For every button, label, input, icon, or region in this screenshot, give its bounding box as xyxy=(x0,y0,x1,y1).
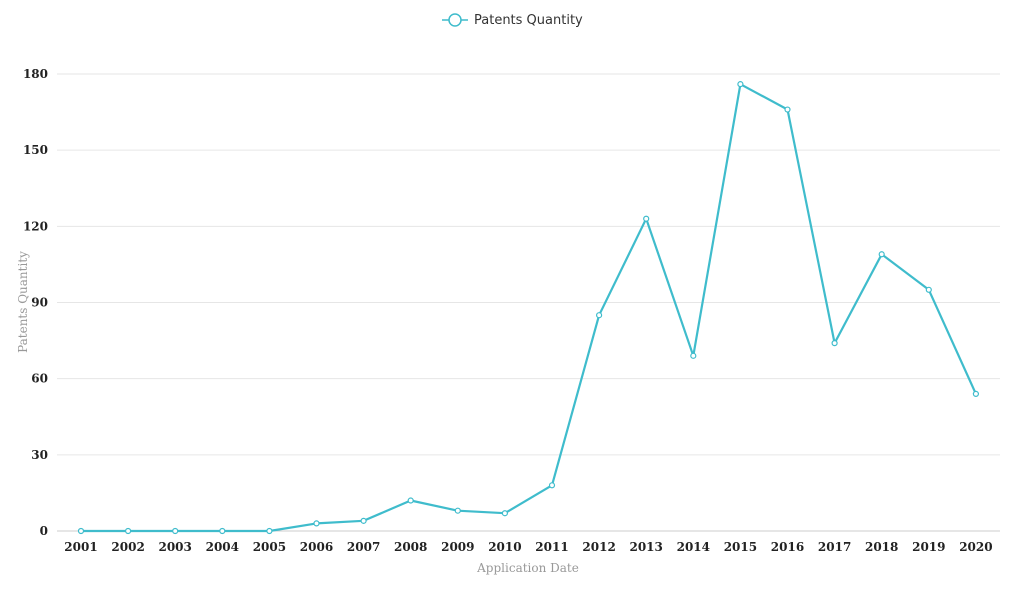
x-tick-label-2004: 2004 xyxy=(206,540,239,554)
data-point-2011[interactable] xyxy=(548,482,556,489)
series-patents-quantity xyxy=(77,81,980,535)
data-point-2001[interactable] xyxy=(77,527,85,535)
x-tick-label-2013: 2013 xyxy=(629,540,662,554)
x-axis-ticks: 2001 2002 2003 2004 2005 2006 2007 2008 2009 2010… xyxy=(64,540,992,554)
x-axis-title: Application Date xyxy=(476,561,579,575)
x-tick-label-2012: 2012 xyxy=(582,540,615,554)
grid xyxy=(57,73,1000,456)
x-tick-label-2020: 2020 xyxy=(959,540,992,554)
y-tick-label-90: 90 xyxy=(31,296,48,310)
data-point-2016[interactable] xyxy=(784,106,791,113)
data-point-2009[interactable] xyxy=(454,507,461,514)
data-point-2019[interactable] xyxy=(925,286,932,293)
x-tick-label-2014: 2014 xyxy=(677,540,710,554)
data-point-2013[interactable] xyxy=(643,215,650,222)
x-tick-label-2005: 2005 xyxy=(253,540,286,554)
data-point-2005[interactable] xyxy=(266,527,273,535)
x-tick-label-2001: 2001 xyxy=(64,540,97,554)
x-tick-label-2008: 2008 xyxy=(394,540,427,554)
data-point-2010[interactable] xyxy=(501,510,508,517)
x-tick-label-2015: 2015 xyxy=(724,540,757,554)
x-tick-label-2018: 2018 xyxy=(865,540,898,554)
data-point-2018[interactable] xyxy=(878,251,885,258)
data-point-2006[interactable] xyxy=(313,520,320,527)
data-point-2014[interactable] xyxy=(690,352,697,359)
y-tick-label-30: 30 xyxy=(31,448,48,462)
x-tick-label-2007: 2007 xyxy=(347,540,380,554)
data-point-2015[interactable] xyxy=(737,81,744,88)
x-tick-label-2016: 2016 xyxy=(771,540,804,554)
y-tick-label-0: 0 xyxy=(40,524,48,538)
x-tick-label-2009: 2009 xyxy=(441,540,474,554)
y-tick-label-150: 150 xyxy=(23,143,48,157)
x-tick-label-2010: 2010 xyxy=(488,540,521,554)
x-tick-label-2017: 2017 xyxy=(818,540,851,554)
y-tick-label-120: 120 xyxy=(23,219,48,233)
y-tick-label-180: 180 xyxy=(23,67,48,81)
x-tick-label-2006: 2006 xyxy=(300,540,333,554)
data-point-2004[interactable] xyxy=(219,527,226,535)
data-point-2017[interactable] xyxy=(831,340,838,347)
data-point-2003[interactable] xyxy=(172,527,179,535)
data-point-2007[interactable] xyxy=(360,517,367,524)
data-point-2008[interactable] xyxy=(407,497,414,504)
legend-label: Patents Quantity xyxy=(474,13,583,28)
data-point-2020[interactable] xyxy=(972,390,980,397)
x-tick-label-2002: 2002 xyxy=(111,540,144,554)
series-line xyxy=(81,83,977,533)
x-tick-label-2011: 2011 xyxy=(535,540,568,554)
legend-marker-icon xyxy=(448,13,462,27)
data-point-2002[interactable] xyxy=(125,527,132,535)
y-axis-ticks: 0 30 60 90 120 150 180 xyxy=(23,67,48,538)
y-axis-title: Patents Quantity xyxy=(16,251,30,353)
y-tick-label-60: 60 xyxy=(31,372,48,386)
x-tick-label-2003: 2003 xyxy=(158,540,191,554)
x-tick-label-2019: 2019 xyxy=(912,540,945,554)
legend[interactable]: Patents Quantity xyxy=(442,13,583,28)
data-point-2012[interactable] xyxy=(595,312,603,319)
